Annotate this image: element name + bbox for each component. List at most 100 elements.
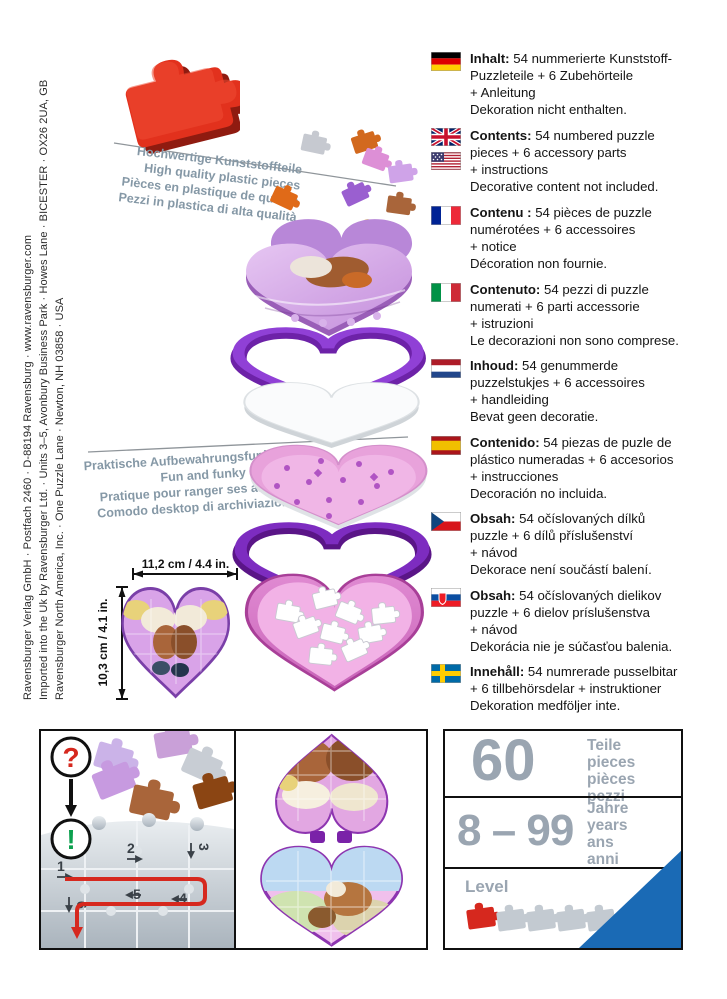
- storage-tray: [249, 444, 428, 530]
- flag-usa-icon: [431, 152, 461, 170]
- bottom-shell: [244, 573, 424, 692]
- white-base: [243, 381, 420, 448]
- contents-line: Contenido: 54 piezas de puzle de: [470, 435, 672, 450]
- flag-italy-icon: [431, 283, 461, 302]
- address-publisher: Ravensburger Verlag GmbH · Postfach 2460…: [22, 234, 34, 700]
- contents-lead: Inhoud:: [470, 358, 519, 373]
- panel-divider: [234, 731, 236, 948]
- age-range-labels: Jahre years ans anni: [587, 800, 629, 868]
- flag-spain-icon: [431, 436, 461, 455]
- contents-line: Le decorazioni non sono comprese.: [470, 333, 679, 348]
- level-piece-filled-icon: [465, 901, 502, 930]
- contents-block-italian: Contenuto: 54 pezzi di puzzle numerati +…: [470, 281, 726, 349]
- contents-line: Obsah: 54 očíslovaných dielikov: [470, 588, 662, 603]
- sequence-path: [65, 877, 207, 929]
- contents-line: + instructions: [470, 162, 549, 177]
- contents-lead: Obsah:: [470, 588, 516, 603]
- contents-line: Dekoration medföljer inte.: [470, 698, 621, 713]
- level-label: Level: [465, 877, 509, 896]
- svg-text:1: 1: [57, 858, 65, 874]
- contents-block-czech: Obsah: 54 očíslovaných dílků puzzle + 6 …: [470, 510, 726, 578]
- address-uk-importer: Imported into the Uk by Ravensburger Ltd…: [38, 79, 50, 700]
- contents-line: numérotées + 6 accessoires: [470, 222, 636, 237]
- contents-line: + handleiding: [470, 392, 549, 407]
- panel-scattered-pieces: [87, 731, 234, 823]
- contents-lead: Contenuto:: [470, 282, 541, 297]
- contents-line: Obsah: 54 očíslovaných dílků: [470, 511, 646, 526]
- contents-line: puzzle + 6 dielov príslušenstva: [470, 605, 650, 620]
- contents-block-spanish: Contenido: 54 piezas de puzle de plástic…: [470, 434, 726, 502]
- svg-text:5: 5: [133, 886, 141, 902]
- contents-line: Innehåll: 54 numrerade pusselbitar: [470, 664, 678, 679]
- age-range: 8 – 99: [457, 806, 574, 855]
- contents-line: Puzzleteile + 6 Zubehörteile: [470, 68, 634, 83]
- flag-slovakia-icon: [431, 588, 461, 607]
- contents-line: Inhalt: 54 nummerierte Kunststoff-: [470, 51, 673, 66]
- contents-line: Inhoud: 54 genummerde: [470, 358, 619, 373]
- address-north-america: Ravensburger North America, Inc. · One P…: [54, 297, 66, 700]
- contents-line: Dekoration nicht enthalten.: [470, 102, 627, 117]
- piece-count-labels: Teile pieces pièces pezzi: [587, 737, 636, 805]
- contents-line: + návod: [470, 622, 518, 637]
- puzzle-wall: [41, 813, 234, 948]
- contents-line: + istruzioni: [470, 316, 534, 331]
- contents-block-german: Inhalt: 54 nummerierte Kunststoff- Puzzl…: [470, 50, 726, 118]
- contents-line: Contents: 54 numbered puzzle: [470, 128, 655, 143]
- hinge: [310, 831, 325, 843]
- contents-lead: Innehåll:: [470, 664, 525, 679]
- level-piece-empty-icon: [555, 902, 592, 932]
- contents-line: Dekorace není součástí balení.: [470, 562, 652, 577]
- contents-lead: Contenu :: [470, 205, 532, 220]
- assembly-panel: 1 2 3 4 5 6 ?: [39, 729, 428, 950]
- contents-lead: Contenido:: [470, 435, 540, 450]
- svg-text:3: 3: [196, 843, 212, 851]
- assembly-instructions-figure: 1 2 3 4 5 6 ?: [41, 731, 234, 948]
- info-box: 60 Teile pieces pièces pezzi 8 – 99 Jahr…: [443, 729, 683, 950]
- svg-text:?: ?: [62, 742, 79, 773]
- contents-line: Contenu : 54 pièces de puzzle: [470, 205, 652, 220]
- contents-line: plástico numeradas + 6 accesorios: [470, 452, 674, 467]
- svg-text:2: 2: [127, 840, 135, 856]
- flag-france-icon: [431, 206, 461, 225]
- contents-line: Decorative content not included.: [470, 179, 659, 194]
- open-lid-half: [275, 733, 389, 834]
- question-marker: ?: [50, 736, 92, 778]
- contents-line: + 6 tillbehörsdelar + instruktioner: [470, 681, 662, 696]
- contents-line: + instrucciones: [470, 469, 559, 484]
- contents-lead: Contents:: [470, 128, 532, 143]
- tray-imprints: [274, 458, 394, 519]
- svg-text:!: !: [66, 824, 75, 855]
- contents-line: + návod: [470, 545, 518, 560]
- contents-block-french: Contenu : 54 pièces de puzzle numérotées…: [470, 204, 726, 272]
- contents-line: Decoración no incluida.: [470, 486, 608, 501]
- age-row: 8 – 99 Jahre years ans anni: [445, 796, 681, 868]
- contents-block-dutch: Inhoud: 54 genummerde puzzelstukjes + 6 …: [470, 357, 726, 425]
- contents-lead: Obsah:: [470, 511, 516, 526]
- contents-line: + Anleitung: [470, 85, 536, 100]
- dimension-arrows: [116, 568, 238, 700]
- contents-line: pieces + 6 accessory parts: [470, 145, 627, 160]
- bottom-heart-half: [260, 845, 404, 947]
- contents-line: puzzelstukjes + 6 accessoires: [470, 375, 645, 390]
- contents-block-swedish: Innehåll: 54 numrerade pusselbitar + 6 t…: [470, 663, 726, 714]
- flag-netherlands-icon: [431, 359, 461, 378]
- contents-block-english: Contents: 54 numbered puzzle pieces + 6 …: [470, 127, 726, 195]
- contents-line: Dekorácia nie je súčasťou balenia.: [470, 639, 673, 654]
- contents-line: Bevat geen decoratie.: [470, 409, 599, 424]
- exploded-heart-box-diagram: [225, 124, 470, 692]
- flag-sweden-icon: [431, 664, 461, 683]
- level-piece-empty-icon: [495, 902, 532, 932]
- piece-count: 60: [471, 729, 536, 793]
- contents-block-slovak: Obsah: 54 očíslovaných dielikov puzzle +…: [470, 587, 726, 655]
- hinge: [337, 831, 352, 843]
- heart-puzzle-thumbnail: [121, 586, 231, 699]
- opened-heart-box-photo: [260, 733, 404, 947]
- contents-line: puzzle + 6 dílů příslušenství: [470, 528, 634, 543]
- heart-lid: [246, 219, 413, 336]
- flag-uk-icon: [431, 128, 461, 146]
- flag-germany-icon: [431, 52, 461, 71]
- contents-line: Contenuto: 54 pezzi di puzzle: [470, 282, 649, 297]
- pieces-row: 60 Teile pieces pièces pezzi: [445, 729, 681, 805]
- width-dimension-label: 11,2 cm / 4.4 in.: [141, 557, 230, 571]
